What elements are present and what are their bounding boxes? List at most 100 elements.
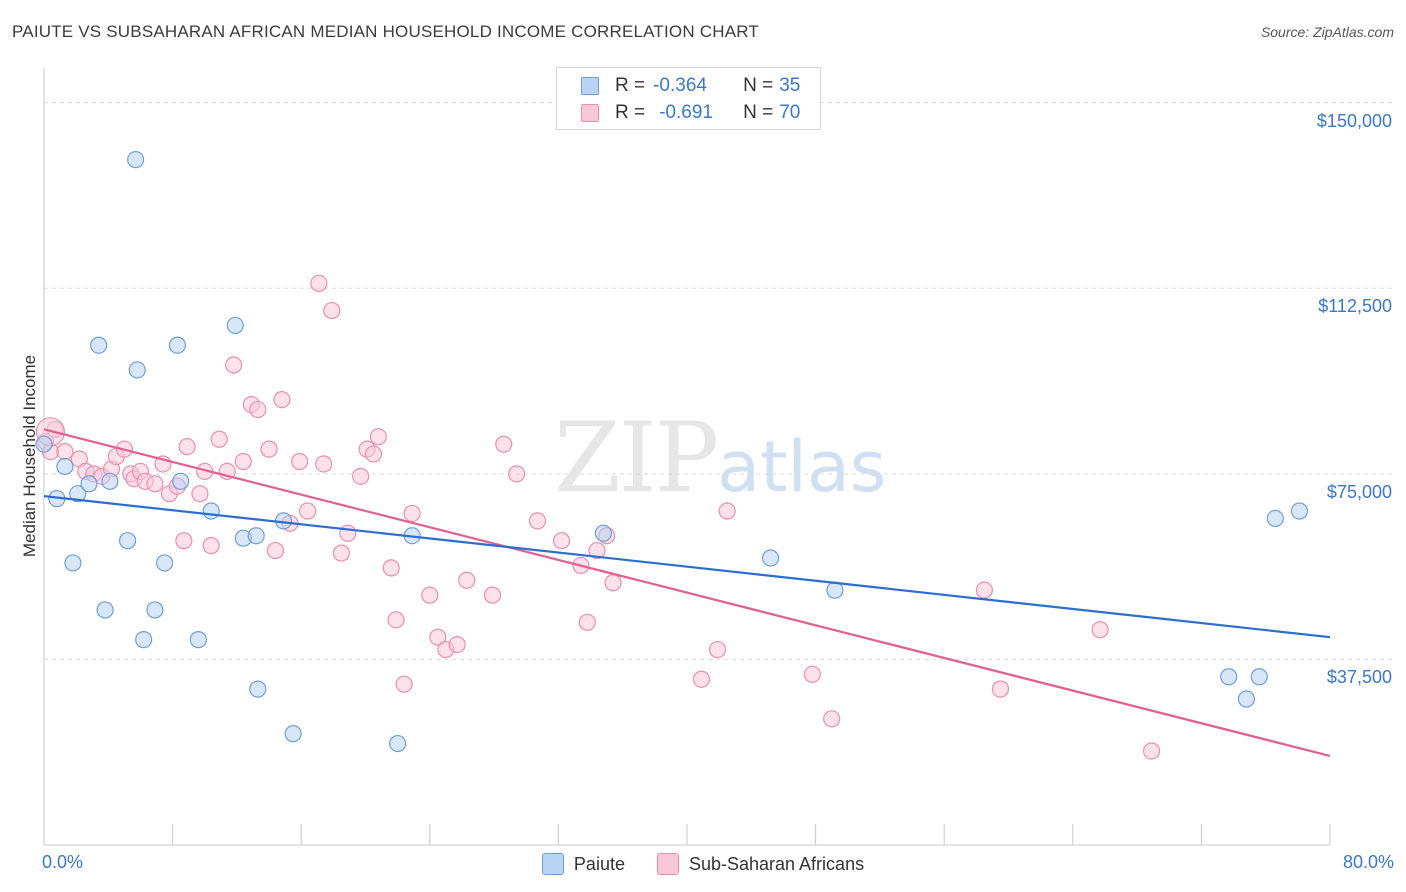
subsaharan-point <box>146 475 164 493</box>
legend-item-subsaharan: Sub-Saharan Africans <box>656 853 865 875</box>
paiute-point <box>146 601 164 619</box>
paiute-point <box>594 524 613 542</box>
subsaharan-point <box>803 665 821 683</box>
subsaharan-point <box>578 613 596 631</box>
subsaharan-point <box>708 640 727 659</box>
n-label: N = <box>743 102 774 123</box>
legend-row-subsaharan: R = -0.691 N = 70 <box>581 100 800 126</box>
paiute-point <box>226 316 244 335</box>
chart-title: PAIUTE VS SUBSAHARAN AFRICAN MEDIAN HOUS… <box>12 22 760 41</box>
subsaharan-point <box>369 428 387 446</box>
paiute-point <box>389 734 407 753</box>
paiute-swatch <box>541 853 564 875</box>
subsaharan-point <box>692 670 711 688</box>
subsaharan-point <box>191 485 209 503</box>
watermark: ZIPatlas <box>554 402 886 514</box>
paiute-point <box>101 472 119 490</box>
y-tick-label: $150,000 <box>1316 110 1392 131</box>
paiute-point <box>69 485 87 503</box>
y-tick-label: $112,500 <box>1318 296 1392 317</box>
y-tick-label: $75,000 <box>1326 481 1392 502</box>
paiute-point <box>168 336 187 354</box>
correlation-legend: R = -0.364 N = 35 R = -0.691 N = 70 <box>556 67 821 130</box>
subsaharan-point <box>210 430 228 448</box>
paiute-point <box>1290 502 1309 520</box>
paiute-point <box>80 475 98 493</box>
legend-row-paiute: R = -0.364 N = 35 <box>581 73 800 99</box>
subsaharan-swatch <box>581 104 599 122</box>
subsaharan-point <box>991 680 1010 698</box>
subsaharan-point <box>234 452 252 471</box>
subsaharan-point <box>718 502 736 520</box>
paiute-point <box>96 601 114 619</box>
paiute-point <box>90 336 108 354</box>
subsaharan-point <box>364 445 383 463</box>
subsaharan-point <box>604 574 622 592</box>
subsaharan-point <box>339 524 357 542</box>
subsaharan-point <box>260 440 278 458</box>
subsaharan-point <box>403 504 421 523</box>
source-credit: Source: ZipAtlas.com <box>1260 24 1394 40</box>
series-legend: Paiute Sub-Saharan Africans <box>0 851 1406 877</box>
paiute-point <box>118 532 137 550</box>
paiute-point <box>1250 668 1268 686</box>
subsaharan-point <box>508 465 526 483</box>
paiute-point <box>249 680 267 698</box>
legend-label-subsaharan: Sub-Saharan Africans <box>688 853 865 874</box>
x-tick-label-max: 80.0% <box>1342 852 1394 872</box>
paiute-point <box>284 725 302 743</box>
paiute-point <box>135 631 153 649</box>
subsaharan-trend-line <box>43 428 1331 757</box>
subsaharan-point <box>225 356 243 374</box>
subsaharan-point <box>202 537 220 555</box>
subsaharan-point <box>975 581 993 599</box>
subsaharan-point <box>528 512 547 530</box>
paiute-point <box>35 435 53 453</box>
subsaharan-point <box>1142 742 1161 760</box>
subsaharan-point <box>588 541 606 560</box>
paiute-point <box>1237 690 1256 708</box>
subsaharan-point <box>315 455 333 473</box>
legend-label-paiute: Paiute <box>573 853 625 874</box>
n-value: 35 <box>779 75 801 96</box>
n-label: N = <box>743 75 774 96</box>
paiute-point <box>155 554 174 572</box>
paiute-point <box>56 457 74 476</box>
paiute-points <box>35 151 1309 753</box>
paiute-point <box>189 631 207 649</box>
subsaharan-point <box>178 438 196 456</box>
subsaharan-point <box>290 452 309 471</box>
subsaharan-point <box>823 710 841 728</box>
subsaharan-point <box>273 391 291 409</box>
r-value: -0.691 <box>659 102 713 123</box>
subsaharan-point <box>382 559 400 577</box>
subsaharan-point <box>421 586 439 604</box>
paiute-point <box>64 554 82 572</box>
subsaharan-point <box>323 301 341 320</box>
paiute-point <box>1220 668 1238 686</box>
paiute-point <box>202 502 220 520</box>
paiute-point <box>128 361 146 379</box>
subsaharan-point <box>395 675 413 693</box>
n-value: 70 <box>779 102 801 123</box>
subsaharan-points <box>35 274 1161 760</box>
r-label: R = <box>615 102 646 123</box>
subsaharan-point <box>332 544 350 562</box>
subsaharan-point <box>299 502 317 520</box>
x-tick-label-min: 0.0% <box>42 852 84 872</box>
paiute-point <box>127 151 145 169</box>
subsaharan-point <box>266 541 285 560</box>
y-axis-label: Median Household Income <box>20 354 39 558</box>
subsaharan-point <box>429 628 447 646</box>
subsaharan-point <box>495 435 513 453</box>
subsaharan-point <box>458 571 476 589</box>
watermark-zip: ZIP <box>554 402 719 514</box>
subsaharan-swatch <box>656 853 679 875</box>
subsaharan-point <box>249 400 267 419</box>
subsaharan-point <box>483 586 502 604</box>
r-label: R = <box>615 75 646 96</box>
watermark-atlas: atlas <box>717 426 887 508</box>
subsaharan-point <box>387 611 405 629</box>
subsaharan-point <box>1091 621 1109 639</box>
